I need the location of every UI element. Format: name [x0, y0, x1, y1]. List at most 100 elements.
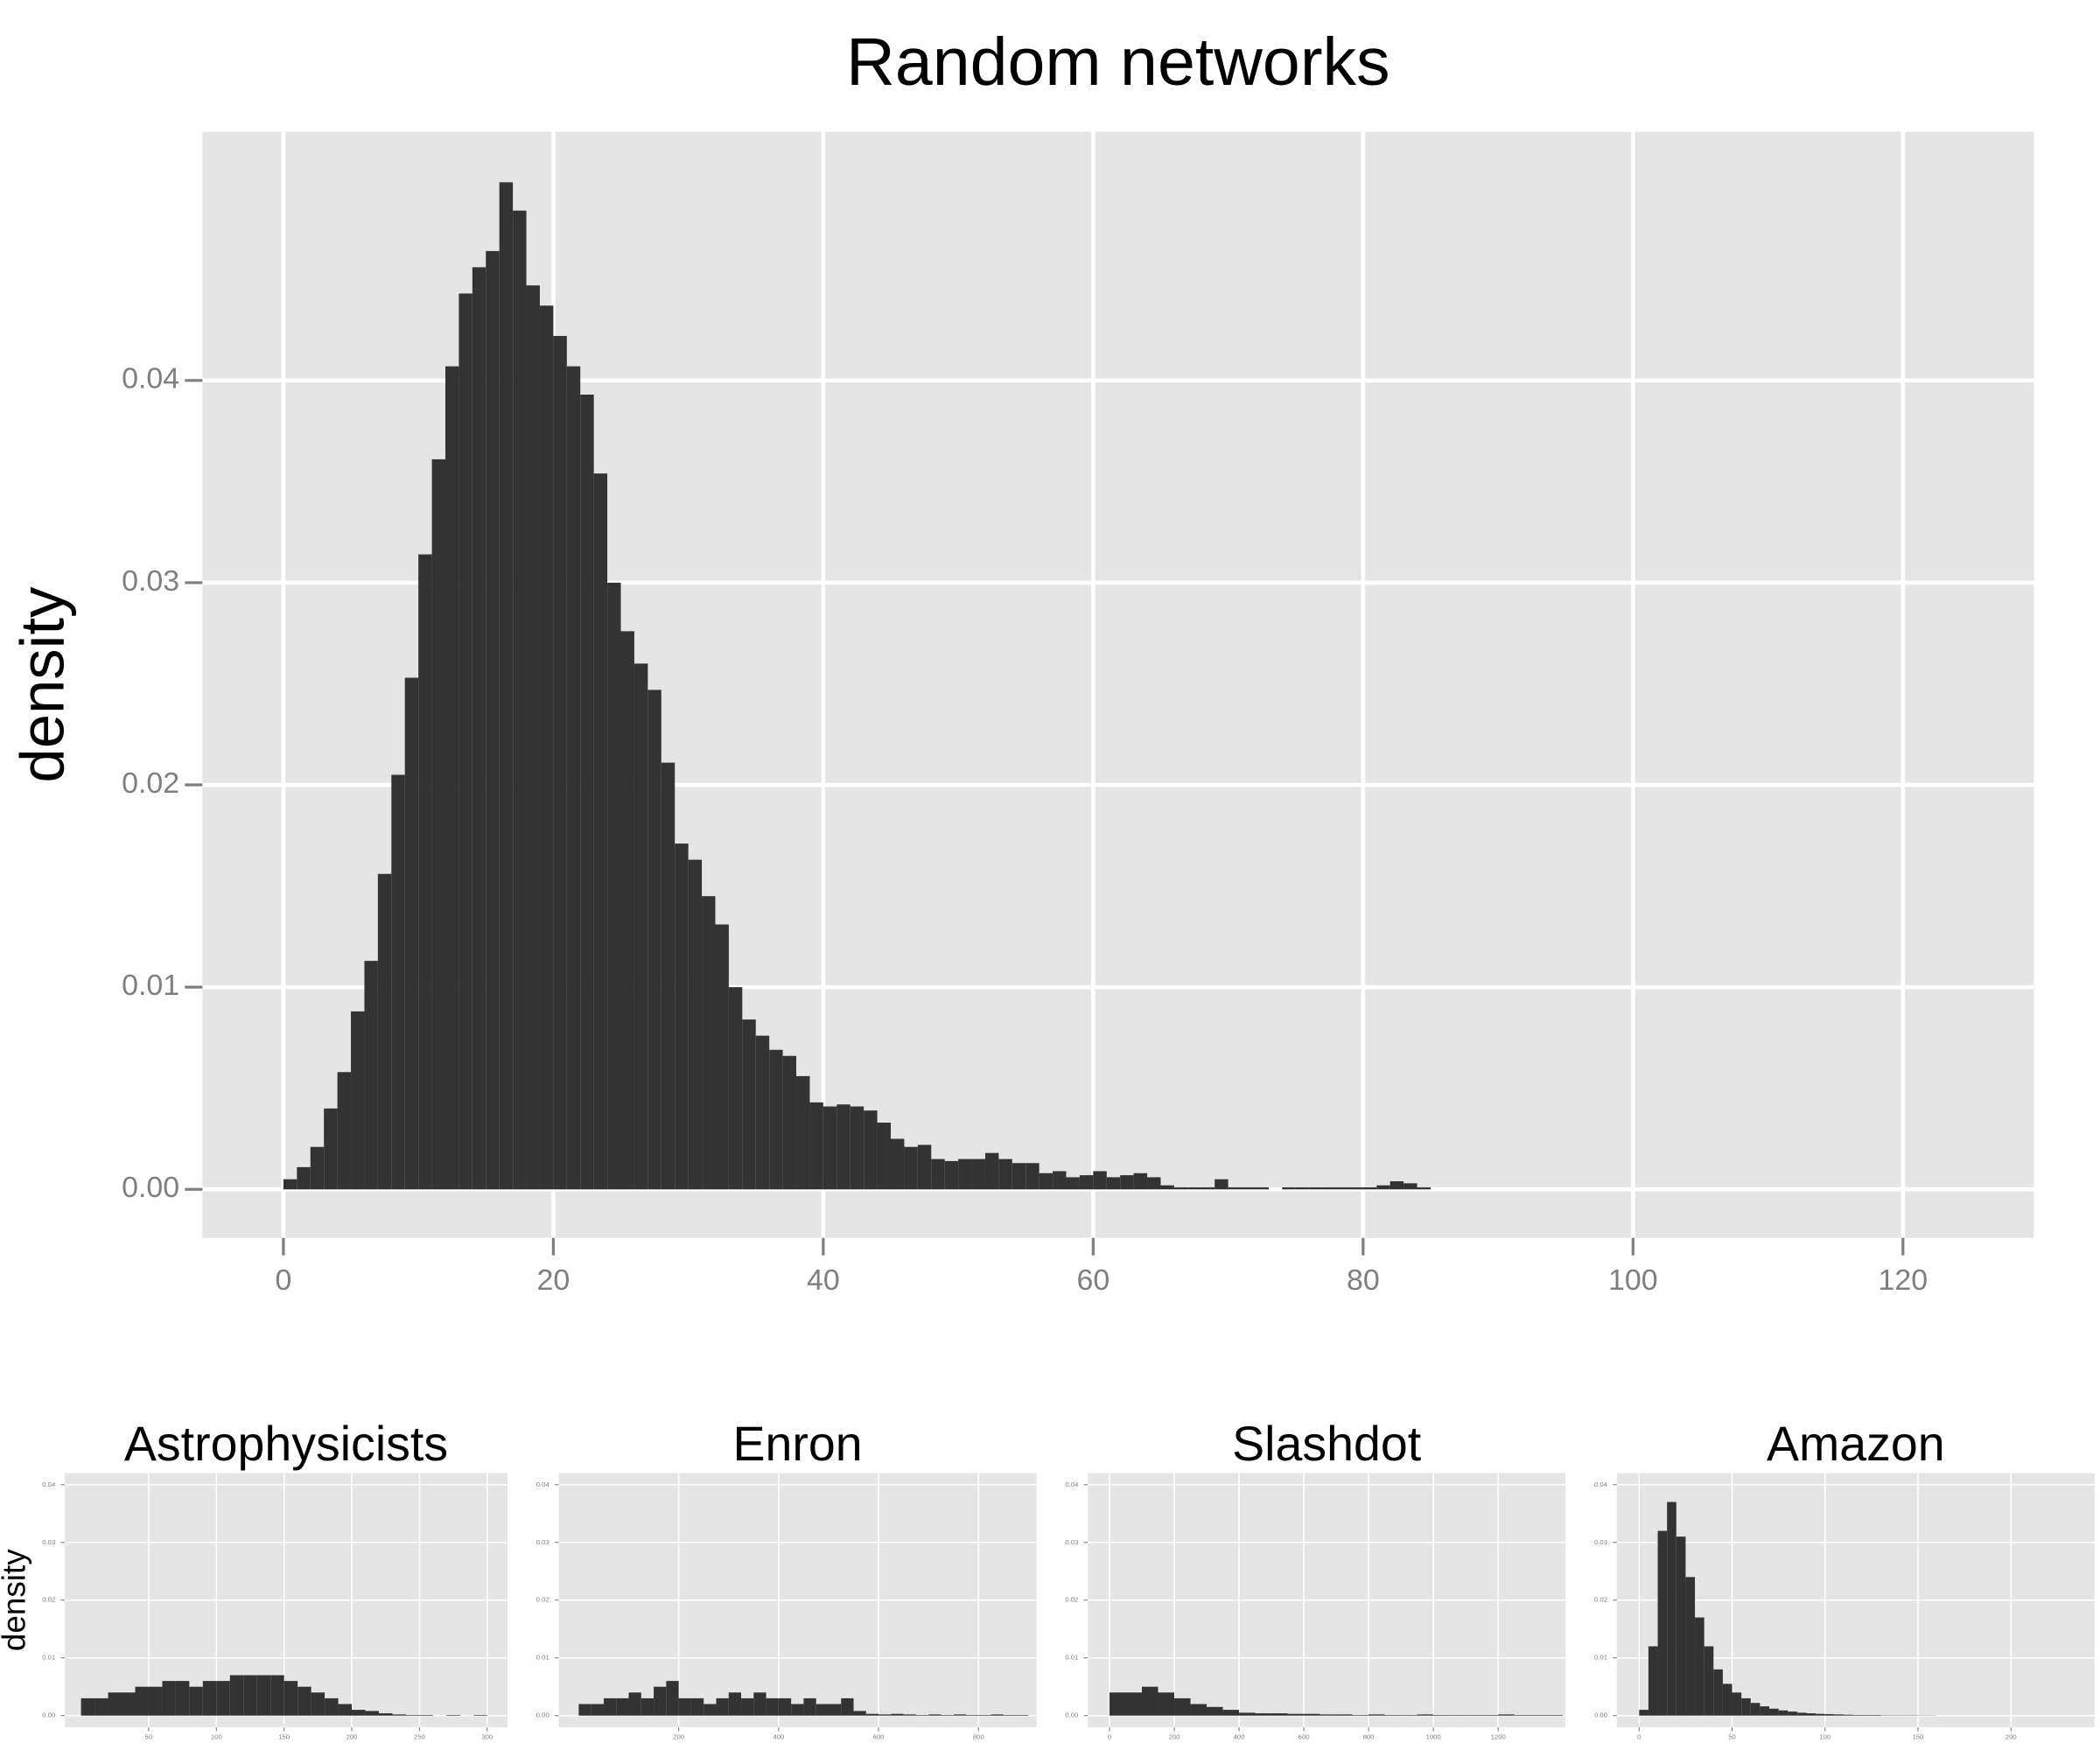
histogram-bar	[1760, 1706, 1770, 1716]
histogram-bar	[878, 1714, 892, 1716]
histogram-bar	[634, 663, 648, 1190]
histogram-bar	[311, 1692, 326, 1716]
x-tick-label: 200	[346, 1732, 358, 1740]
y-tick-label: 0.02	[42, 1596, 55, 1604]
histogram-bar	[640, 1698, 654, 1716]
histogram-bar	[1816, 1713, 1825, 1716]
histogram-bar	[1834, 1714, 1844, 1716]
histogram-bar	[1824, 1714, 1835, 1716]
histogram-bar	[405, 1715, 420, 1716]
histogram-bar	[928, 1714, 942, 1716]
histogram-bar	[1750, 1703, 1760, 1716]
histogram-bar	[94, 1698, 108, 1716]
histogram-bar	[890, 1138, 905, 1190]
histogram-bar	[566, 366, 581, 1190]
histogram-bar	[716, 1698, 729, 1716]
histogram-bar	[753, 1692, 766, 1716]
histogram-bar	[702, 896, 716, 1190]
histogram-bar	[850, 1106, 864, 1190]
histogram-bar	[1449, 1715, 1466, 1716]
x-tick-label: 200	[1169, 1732, 1180, 1740]
histogram-bar	[766, 1698, 779, 1716]
histogram-bar	[958, 1158, 972, 1190]
histogram-bar	[1012, 1163, 1026, 1190]
histogram-bar	[1498, 1714, 1515, 1716]
histogram-bar	[1349, 1186, 1363, 1190]
histogram-bar	[661, 762, 676, 1190]
histogram-bar	[486, 250, 500, 1190]
y-tick-label: 0.01	[122, 969, 179, 1002]
y-tick-label: 0.04	[1065, 1480, 1079, 1488]
histogram-bar	[791, 1704, 804, 1716]
histogram-bar	[1295, 1186, 1310, 1190]
histogram-bar	[1676, 1536, 1686, 1716]
x-tick-label: 40	[807, 1264, 840, 1297]
histogram-bar	[458, 293, 472, 1190]
histogram-bar	[1685, 1577, 1696, 1716]
histogram-bar	[351, 1011, 365, 1190]
y-tick-label: 0.00	[122, 1171, 179, 1204]
histogram-bar	[419, 1715, 433, 1716]
histogram-bar	[666, 1681, 679, 1716]
histogram-bar	[418, 554, 432, 1190]
histogram-bar	[1352, 1715, 1369, 1716]
histogram-bar	[378, 1713, 393, 1716]
histogram-bar	[728, 1692, 742, 1716]
y-tick-label: 0.03	[1594, 1538, 1607, 1546]
x-tick-label: 800	[1363, 1732, 1375, 1740]
histogram-bar	[1722, 1684, 1732, 1716]
histogram-bar	[1844, 1714, 1853, 1716]
histogram-bar	[1806, 1713, 1816, 1716]
histogram-bar	[297, 1166, 311, 1190]
histogram-bar	[1368, 1714, 1385, 1716]
histogram-bar	[891, 1713, 904, 1716]
histogram-bar	[324, 1108, 338, 1190]
histogram-bar	[978, 1715, 991, 1716]
histogram-bar	[1695, 1617, 1704, 1716]
histogram-bar	[1309, 1186, 1323, 1190]
y-tick-label: 0.04	[122, 362, 179, 396]
x-tick-label: 50	[1728, 1732, 1736, 1740]
histogram-bar	[310, 1146, 325, 1190]
histogram-bar	[953, 1714, 967, 1716]
x-tick-label: 300	[481, 1732, 493, 1740]
histogram-bar	[1390, 1181, 1404, 1190]
histogram-bar	[284, 1681, 298, 1716]
histogram-bar	[108, 1692, 122, 1716]
histogram-bar	[990, 1714, 1004, 1716]
histogram-bar	[1106, 1177, 1121, 1190]
histogram-bar	[1336, 1714, 1353, 1716]
histogram-bar	[256, 1675, 271, 1716]
histogram-bar	[473, 1715, 487, 1716]
histogram-bar	[1255, 1713, 1272, 1716]
x-tick-label: 600	[1298, 1732, 1310, 1740]
histogram-bar	[1335, 1186, 1350, 1190]
histogram-bar	[1530, 1715, 1547, 1716]
x-tick-label: 800	[973, 1732, 984, 1740]
x-tick-label: 0	[275, 1264, 291, 1297]
histogram-bar	[1079, 1175, 1094, 1190]
histogram-bar	[444, 366, 459, 1190]
y-tick-label: 0.03	[42, 1538, 55, 1546]
histogram-bar	[1384, 1715, 1402, 1716]
x-tick-label: 400	[1234, 1732, 1245, 1740]
histogram-bar	[1546, 1715, 1564, 1716]
histogram-bar	[1796, 1712, 1807, 1716]
histogram-bar	[202, 1681, 217, 1716]
histogram-bar	[1401, 1715, 1418, 1716]
histogram-bar	[365, 1711, 379, 1716]
histogram-bar	[1120, 1175, 1134, 1190]
histogram-bar	[1039, 1172, 1054, 1190]
histogram-bar	[836, 1104, 850, 1190]
x-tick-label: 250	[414, 1732, 425, 1740]
histogram-bar	[816, 1704, 829, 1716]
y-tick-label: 0.02	[1594, 1596, 1607, 1604]
histogram-bar	[1741, 1698, 1751, 1716]
chart-title: Astrophysicists	[124, 1417, 448, 1471]
x-tick-label: 0	[1108, 1732, 1111, 1740]
histogram-bar	[1769, 1708, 1779, 1716]
histogram-bar	[1732, 1692, 1742, 1716]
histogram-bar	[338, 1704, 353, 1716]
y-tick-label: 0.01	[1065, 1654, 1078, 1662]
